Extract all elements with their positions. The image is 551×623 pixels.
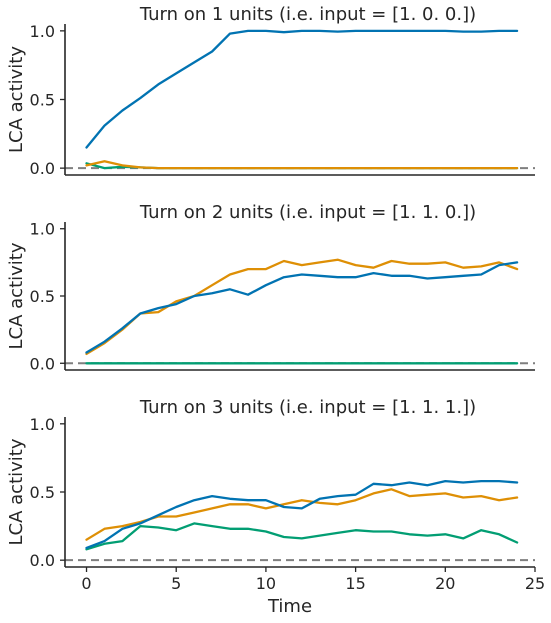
x-tick-label: 5 <box>171 574 181 593</box>
series-line-2 <box>85 258 519 356</box>
y-tick-label: 0.0 <box>30 551 55 570</box>
x-tick-label: 25 <box>525 574 545 593</box>
chart-panel-1: Turn on 1 units (i.e. input = [1. 0. 0.]… <box>6 4 535 178</box>
y-tick-label: 1.0 <box>30 220 55 239</box>
x-tick-label: 0 <box>81 574 91 593</box>
chart-title: Turn on 1 units (i.e. input = [1. 0. 0.]… <box>139 4 476 25</box>
y-tick-label: 1.0 <box>30 22 55 41</box>
series-line-2 <box>85 488 519 541</box>
y-tick-label: 0.0 <box>30 159 55 178</box>
chart-title: Turn on 3 units (i.e. input = [1. 1. 1.]… <box>139 397 476 418</box>
y-tick-label: 1.0 <box>30 415 55 434</box>
y-axis-label: LCA activity <box>6 438 27 545</box>
y-axis-label: LCA activity <box>6 46 27 153</box>
chart-panel-3: Turn on 3 units (i.e. input = [1. 1. 1.]… <box>6 397 545 617</box>
x-axis-label: Time <box>267 596 312 617</box>
x-tick-label: 20 <box>435 574 455 593</box>
chart-title: Turn on 2 units (i.e. input = [1. 1. 0.]… <box>139 202 476 223</box>
series-line-1 <box>85 29 519 149</box>
y-tick-label: 0.5 <box>30 483 55 502</box>
y-tick-label: 0.5 <box>30 287 55 306</box>
y-tick-label: 0.0 <box>30 354 55 373</box>
series-line-3 <box>85 522 519 551</box>
y-tick-label: 0.5 <box>30 91 55 110</box>
chart-panel-2: Turn on 2 units (i.e. input = [1. 1. 0.]… <box>6 202 535 373</box>
x-tick-label: 15 <box>345 574 365 593</box>
x-tick-label: 10 <box>256 574 276 593</box>
series-line-1 <box>85 261 519 354</box>
y-axis-label: LCA activity <box>6 242 27 349</box>
series-line-2 <box>85 160 519 170</box>
series-line-1 <box>85 479 519 550</box>
